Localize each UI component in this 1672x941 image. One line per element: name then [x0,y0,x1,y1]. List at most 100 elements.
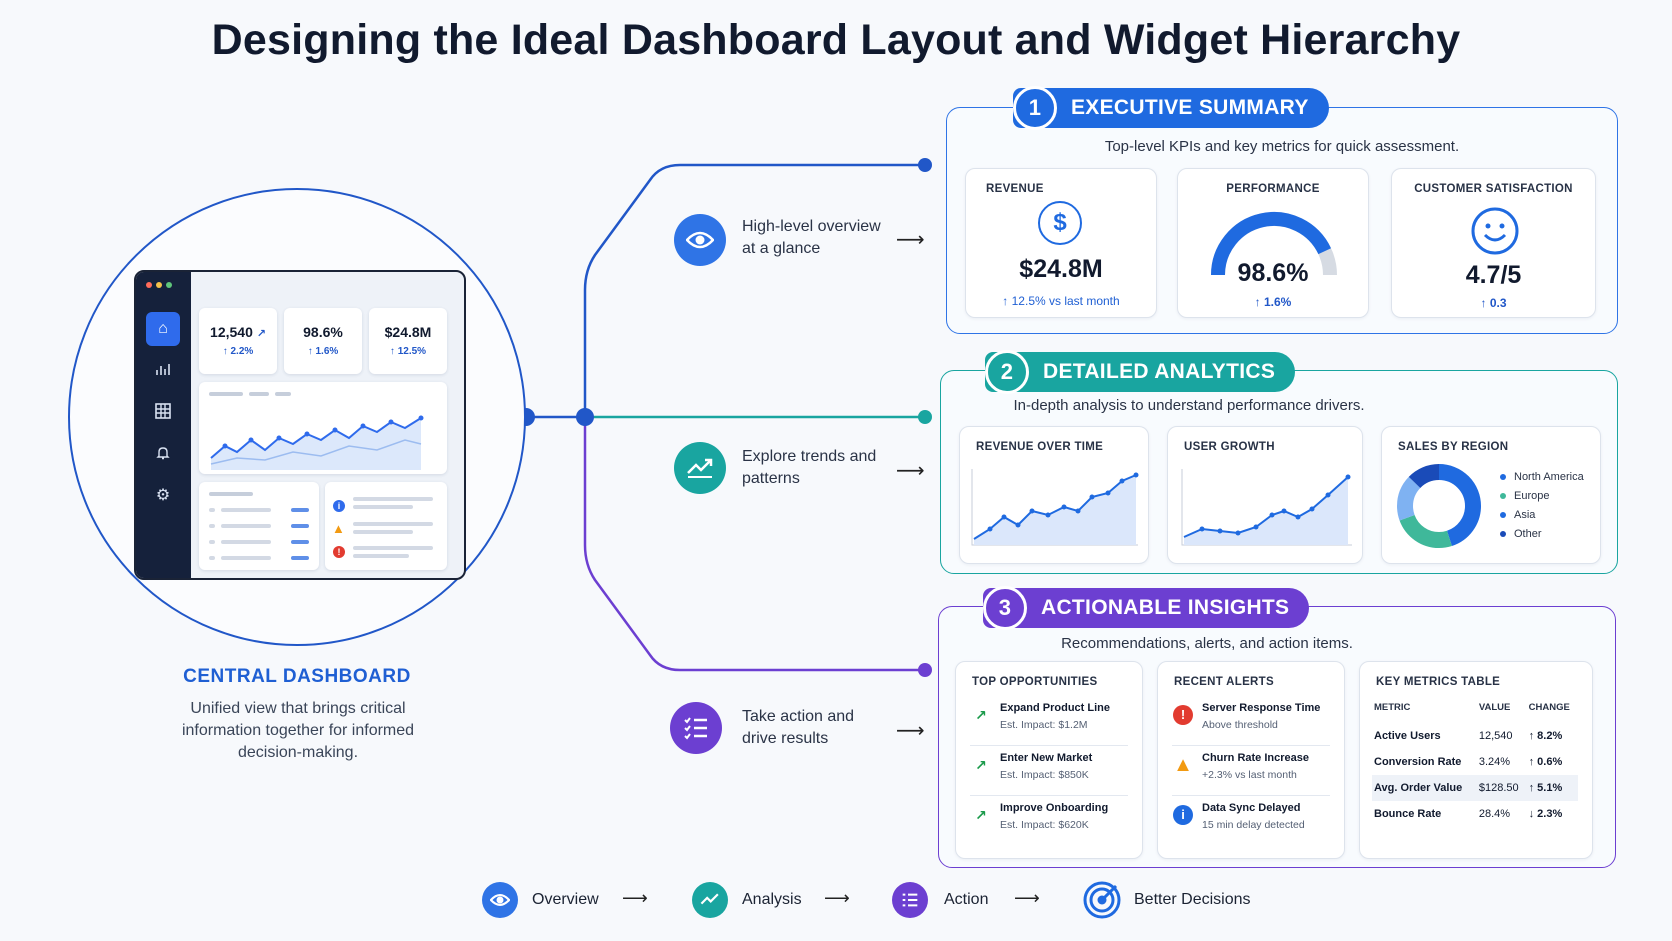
table-row: Bounce Rate 28.4% ↓ 2.3% [1372,801,1578,827]
target-icon [1082,880,1122,920]
customer-satisfaction-card: CUSTOMER SATISFACTION 4.7/5 ↑ 0.3 [1391,168,1596,318]
step-overview-text: High-level overview at a glance [742,218,881,257]
legend-item: Other [1500,528,1542,540]
item-subtitle: Est. Impact: $1.2M [1000,719,1088,731]
mini-kpi-change: ↑ 12.5% [389,346,427,357]
bell-icon[interactable] [150,440,176,466]
column-header: CHANGE [1528,702,1570,713]
smiley-icon [1471,207,1519,255]
error-icon: ! [333,546,345,558]
item-title: Churn Rate Increase [1202,752,1309,764]
executive-summary-badge: 1 EXECUTIVE SUMMARY [1013,86,1329,130]
card-title: RECENT ALERTS [1174,676,1274,688]
kpi-change: ↑ 1.6% [1254,295,1292,309]
opportunity-item[interactable]: ↗ Expand Product Line Est. Impact: $1.2M [970,698,1128,746]
arrow-right-icon: ⟶ [896,720,925,742]
kpi-change: ↑ 12.5% vs last month [1002,294,1120,308]
arrow-right-icon: ⟶ [1014,888,1040,908]
actionable-insights-section: 3 ACTIONABLE INSIGHTS Recommendations, a… [938,586,1616,868]
arrow-right-icon: ⟶ [896,460,925,482]
central-dashboard-title: CENTRAL DASHBOARD [183,666,411,687]
flow-better-decisions-label: Better Decisions [1134,891,1251,908]
table-row: Avg. Order Value $128.50 ↑ 5.1% [1372,775,1578,801]
revenue-card: REVENUE $ $24.8M ↑ 12.5% vs last month [965,168,1157,318]
error-icon: ! [1172,704,1194,726]
section-subtitle: Recommendations, alerts, and action item… [1061,635,1353,652]
mini-kpi-change: ↑ 2.2% [222,346,254,357]
arrow-right-icon: ⟶ [622,888,648,908]
legend-item: North America [1500,471,1584,483]
home-icon[interactable]: ⌂ [146,312,180,346]
alert-item[interactable]: i Data Sync Delayed 15 min delay detecte… [1172,798,1330,846]
page-title: Designing the Ideal Dashboard Layout and… [211,16,1461,64]
metric-name: Conversion Rate [1374,756,1462,768]
window-dot-green [166,282,172,288]
metric-change: ↑ 8.2% [1528,730,1563,742]
central-dashboard-description: Unified view that brings critical inform… [181,700,415,761]
eye-icon [482,882,518,918]
section-title: ACTIONABLE INSIGHTS [1041,596,1290,619]
eye-icon [674,214,726,266]
user-growth-card: USER GROWTH [1167,426,1363,564]
performance-card: PERFORMANCE 98.6% ↑ 1.6% [1177,168,1369,318]
chart-icon[interactable] [150,356,176,382]
flow-action-label: Action [944,891,989,908]
sales-by-region-card: SALES BY REGION North America Europe Asi… [1381,426,1601,564]
card-title: CUSTOMER SATISFACTION [1414,183,1573,195]
card-title: SALES BY REGION [1398,441,1509,453]
window-dot-red [146,282,152,288]
metric-name: Bounce Rate [1374,808,1442,820]
key-metrics-card: KEY METRICS TABLE METRIC VALUE CHANGE Ac… [1359,661,1593,859]
dollar-icon: $ [1038,201,1082,245]
warning-icon: ▲ [1173,753,1193,776]
metric-name: Active Users [1374,730,1441,742]
flow-analysis-label: Analysis [742,891,802,908]
column-header: VALUE [1478,702,1511,713]
metric-value: $128.50 [1476,775,1527,801]
mini-kpi-value: $24.8M [384,324,432,340]
checklist-icon [892,882,928,918]
grid-icon[interactable] [150,398,176,424]
dashboard-mockup: ⌂ ⚙ 12,540 ↗ ↑ 2.2% 98.6% ↑ 1.6% $24.8M … [134,270,466,580]
gauge-icon [1211,212,1337,276]
mini-list-panel [199,482,319,570]
arrow-right-icon: ⟶ [824,888,850,908]
mini-kpi-change: ↑ 1.6% [307,346,339,357]
kpi-value: 98.6% [1237,259,1309,287]
trend-up-icon: ↗ [975,706,987,723]
card-title: KEY METRICS TABLE [1376,676,1501,688]
kpi-change: ↑ 0.3 [1480,296,1507,310]
item-title: Server Response Time [1202,702,1321,714]
item-title: Expand Product Line [1000,702,1111,714]
metric-value: 12,540 [1478,730,1513,742]
card-title: USER GROWTH [1184,441,1275,453]
opportunity-item[interactable]: ↗ Improve Onboarding Est. Impact: $620K [970,798,1128,846]
mini-kpi-value: 12,540 ↗ [210,324,266,340]
alert-item[interactable]: ! Server Response Time Above threshold [1172,698,1330,746]
card-title: REVENUE OVER TIME [976,441,1104,453]
actionable-insights-badge: 3 ACTIONABLE INSIGHTS [983,586,1310,630]
window-dot-yellow [156,282,162,288]
table-row: Active Users 12,540 ↑ 8.2% [1372,723,1578,749]
alert-item[interactable]: ▲ Churn Rate Increase +2.3% vs last mont… [1172,748,1330,796]
kpi-value: 4.7/5 [1465,261,1522,289]
key-metrics-table: METRIC VALUE CHANGE Active Users 12,540 … [1372,698,1578,827]
mini-alert-panel: i ▲ ! [325,482,447,570]
metric-value: 3.24% [1478,756,1511,768]
metric-value: 28.4% [1478,808,1511,820]
gear-icon[interactable]: ⚙ [155,487,171,504]
kpi-value: $24.8M [1019,255,1103,283]
opportunity-item[interactable]: ↗ Enter New Market Est. Impact: $850K [970,748,1128,796]
recent-alerts-card: RECENT ALERTS ! Server Response Time Abo… [1157,661,1345,859]
item-subtitle: 15 min delay detected [1202,819,1305,831]
warning-icon: ▲ [332,521,345,536]
mini-kpi-card: 98.6% ↑ 1.6% [284,308,362,374]
trend-up-icon: ↗ [975,806,987,823]
arrow-right-icon: ⟶ [896,229,925,251]
section-subtitle: Top-level KPIs and key metrics for quick… [1104,138,1460,155]
item-title: Enter New Market [1000,752,1093,764]
item-title: Data Sync Delayed [1202,802,1301,814]
top-opportunities-card: TOP OPPORTUNITIES ↗ Expand Product Line … [955,661,1143,859]
item-subtitle: Est. Impact: $620K [1000,819,1089,831]
